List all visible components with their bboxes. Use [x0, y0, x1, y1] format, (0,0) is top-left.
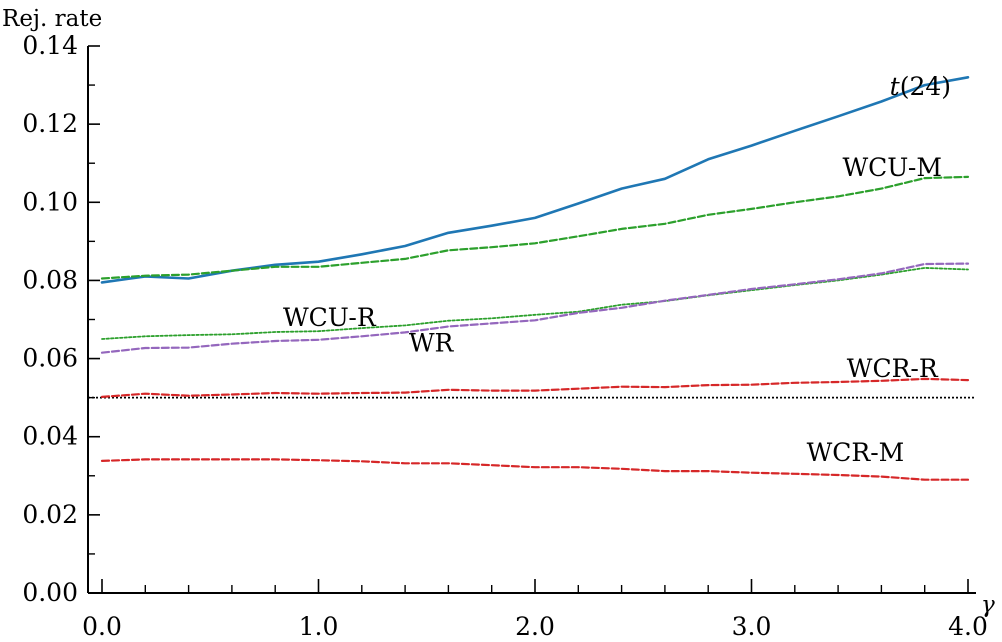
series-label-wcr-r: WCR-R: [847, 354, 939, 383]
x-axis-title: γ: [981, 592, 995, 618]
series-group: [100, 76, 970, 481]
x-tick-label: 4.0: [948, 612, 988, 641]
series-labels-group: t(24) WCU-M WCU-R WR WCR-R WCR-M: [283, 72, 951, 467]
series-line-wcu-m: [100, 175, 970, 280]
series-label-wcu-r: WCU-R: [283, 303, 377, 332]
axes: 0.00 0.02 0.04 0.06 0.08 0.10 0.12 0.14 0.0 1.0 2.…: [22, 31, 988, 641]
y-tick-label: 0.10: [22, 187, 78, 216]
series-line-wcr-m: [100, 458, 970, 481]
y-tick-label: 0.08: [22, 265, 78, 294]
series-line-wr: [100, 262, 970, 354]
y-axis-title: Rej. rate: [2, 6, 102, 32]
series-label-wcr-m: WCR-M: [807, 438, 905, 467]
y-tick-label: 0.02: [22, 500, 78, 529]
y-tick-label: 0.12: [22, 109, 78, 138]
series-line-t-24: [100, 76, 970, 284]
y-tick-label: 0.04: [22, 422, 78, 451]
series-label-wcu-m: WCU-M: [842, 153, 942, 182]
y-tick-label: 0.00: [22, 578, 78, 607]
series-label-t-24: t(24): [890, 72, 951, 101]
x-tick-label: 1.0: [299, 612, 339, 641]
y-tick-label: 0.06: [22, 344, 78, 373]
series-label-wr: WR: [409, 329, 455, 358]
x-tick-label: 2.0: [515, 612, 555, 641]
x-tick-label: 0.0: [82, 612, 122, 641]
series-line-wcr-r: [100, 377, 970, 398]
x-tick-label: 3.0: [732, 612, 772, 641]
y-tick-label: 0.14: [22, 31, 78, 60]
